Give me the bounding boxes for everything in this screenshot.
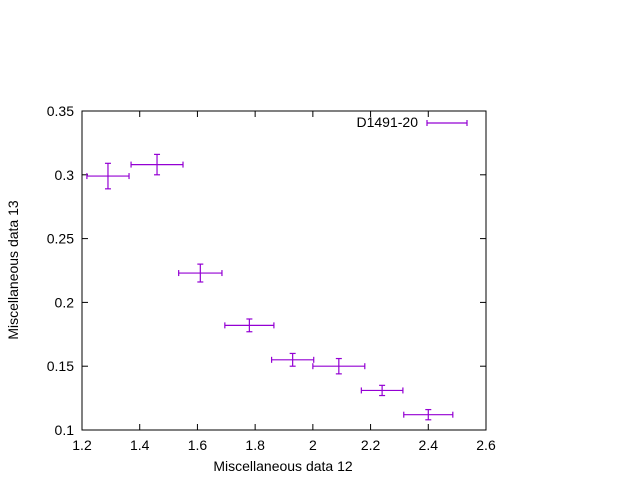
legend-entry-marker [426,120,468,126]
y-tick-label: 0.35 [47,103,74,119]
y-axis-title: Miscellaneous data 13 [5,200,21,340]
y-tick-label: 0.3 [55,167,75,183]
x-tick-label: 1.8 [245,437,265,453]
y-tick-label: 0.15 [47,358,74,374]
plot-frame [81,110,487,431]
data-point [86,162,130,190]
x-tick-label: 2.4 [419,437,439,453]
axis-tick-labels: 1.2 1.4 1.6 1.8 2 2.2 2.4 2.6 0.1 0.15 0.2 0.25 0.3 0… [47,103,496,453]
data-point [403,408,454,421]
y-tick-label: 0.2 [55,294,75,310]
data-point [224,318,275,333]
y-tick-label: 0.25 [47,231,74,247]
x-tick-label: 2.6 [476,437,496,453]
x-tick-label: 1.6 [188,437,208,453]
legend: D1491-20 [357,114,468,130]
x-axis-title: Miscellaneous data 12 [213,458,353,474]
x-tick-label: 1.2 [72,437,92,453]
axis-ticks [81,110,487,431]
data-point [312,357,366,375]
x-tick-label: 1.4 [130,437,150,453]
x-tick-label: 2.2 [361,437,381,453]
data-point [178,263,223,283]
x-tick-label: 2 [309,437,317,453]
y-tick-label: 0.1 [55,422,75,438]
data-points [86,153,454,421]
data-point [270,352,315,367]
legend-entry-label: D1491-20 [357,114,419,130]
data-point [360,384,404,397]
data-point [130,153,184,176]
